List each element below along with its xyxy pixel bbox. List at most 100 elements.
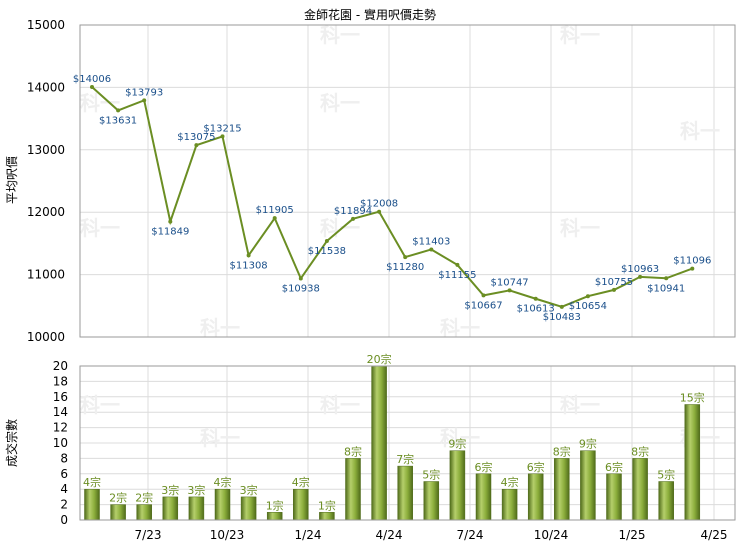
price-point	[612, 287, 616, 292]
transaction-data-label: 6宗	[527, 460, 545, 474]
bottom-plot-frame	[79, 365, 736, 521]
transaction-data-label: 6宗	[605, 460, 623, 474]
price-data-label: $10667	[464, 300, 502, 311]
price-data-label: $10483	[543, 312, 581, 323]
top-y-tick-label: 14000	[27, 80, 65, 94]
price-data-label: $11538	[308, 246, 346, 257]
price-data-label: $13793	[125, 87, 163, 98]
price-data-label: $10963	[621, 264, 659, 275]
transaction-data-label: 5宗	[657, 468, 675, 482]
price-data-label: $11894	[334, 206, 372, 217]
price-data-label: $11849	[151, 227, 189, 238]
price-data-label: $12008	[360, 199, 398, 210]
transaction-data-label: 8宗	[553, 444, 571, 458]
transaction-bar	[84, 488, 100, 521]
transaction-bar	[293, 488, 309, 521]
transaction-bar	[345, 458, 361, 521]
bottom-y-tick-label: 0	[60, 513, 68, 527]
price-point	[220, 134, 225, 139]
transaction-bar	[162, 496, 179, 521]
price-point	[116, 108, 121, 113]
transaction-data-label: 9宗	[579, 437, 597, 451]
transaction-data-label: 15宗	[680, 391, 705, 405]
bottom-y-tick-label: 8	[60, 451, 68, 465]
transaction-bar	[136, 504, 152, 521]
top-y-tick-label: 15000	[27, 18, 65, 32]
bottom-y-tick-label: 20	[53, 359, 68, 373]
x-tick-label: 1/25	[619, 528, 646, 542]
price-data-label: $11280	[386, 262, 424, 273]
watermark-text: 科一	[560, 393, 600, 417]
watermark-text: 科一	[320, 393, 360, 417]
price-point	[324, 239, 329, 244]
price-point	[246, 253, 251, 258]
transaction-data-label: 4宗	[501, 475, 519, 489]
transaction-bar	[214, 488, 231, 521]
price-data-label: $10654	[569, 301, 607, 312]
price-point	[559, 304, 564, 309]
transaction-data-label: 2宗	[109, 491, 127, 505]
transaction-data-label: 6宗	[475, 460, 493, 474]
bottom-y-tick-label: 6	[60, 467, 68, 481]
watermark-text: 科一	[440, 316, 480, 340]
top-plot-grid	[80, 24, 735, 338]
transaction-data-label: 5宗	[422, 468, 440, 482]
bottom-y-tick-label: 16	[53, 390, 68, 404]
price-point	[194, 143, 199, 148]
transaction-bar	[684, 404, 701, 521]
price-data-label: $10755	[595, 277, 633, 288]
bottom-y-tick-label: 12	[53, 421, 68, 435]
transaction-bar	[266, 512, 283, 521]
transaction-data-label: 3宗	[240, 483, 258, 497]
price-point	[638, 274, 643, 279]
bottom-x-ticks: 7/23 10/23 1/24 4/24 7/24 10/24 1/25 4/25	[135, 528, 728, 542]
price-point	[90, 85, 94, 90]
top-series	[90, 85, 695, 309]
bottom-y-tick-label: 14	[53, 405, 68, 419]
watermark-text: 科一	[560, 23, 600, 47]
transaction-data-label: 4宗	[214, 475, 232, 489]
top-y-axis-label: 平均呎價	[5, 156, 19, 204]
price-point	[664, 276, 669, 281]
transaction-data-label: 4宗	[83, 475, 101, 489]
watermark-text: 科一	[80, 216, 120, 240]
transaction-bar	[606, 473, 622, 521]
watermark-text: 科一	[80, 393, 120, 417]
transaction-data-label: 3宗	[161, 483, 179, 497]
transaction-data-label: 2宗	[135, 491, 153, 505]
transaction-bar	[319, 512, 335, 521]
transaction-bar	[527, 473, 544, 521]
top-y-tick-label: 12000	[27, 205, 65, 219]
transaction-bar	[188, 496, 205, 521]
price-point	[481, 293, 486, 298]
transaction-bar	[632, 458, 648, 521]
x-tick-label: 10/23	[210, 528, 245, 542]
top-plot-frame	[79, 24, 736, 338]
price-point	[377, 209, 382, 214]
chart-title: 金師花園 - 實用呎價走勢	[304, 7, 436, 22]
price-point	[585, 294, 590, 299]
price-data-label: $10941	[647, 283, 685, 294]
price-point	[168, 219, 173, 224]
transaction-bar	[449, 450, 466, 521]
price-data-label: $10938	[282, 283, 320, 294]
transaction-bar	[554, 458, 570, 521]
transaction-bar	[397, 465, 413, 521]
transaction-data-label: 3宗	[187, 483, 205, 497]
top-y-tick-label: 11000	[27, 268, 65, 282]
top-y-tick-label: 13000	[27, 143, 65, 157]
watermark-text: 科一	[680, 119, 720, 143]
price-point	[429, 247, 434, 252]
transaction-bar	[110, 504, 126, 521]
transaction-data-label: 7宗	[396, 452, 414, 466]
price-point	[142, 98, 147, 103]
transaction-bar	[475, 473, 492, 521]
price-point	[507, 288, 512, 293]
price-data-label: $13215	[203, 123, 241, 134]
transaction-data-label: 20宗	[367, 352, 392, 366]
x-tick-label: 4/24	[376, 528, 403, 542]
price-data-label: $10613	[517, 304, 555, 315]
transaction-bar	[423, 481, 440, 521]
